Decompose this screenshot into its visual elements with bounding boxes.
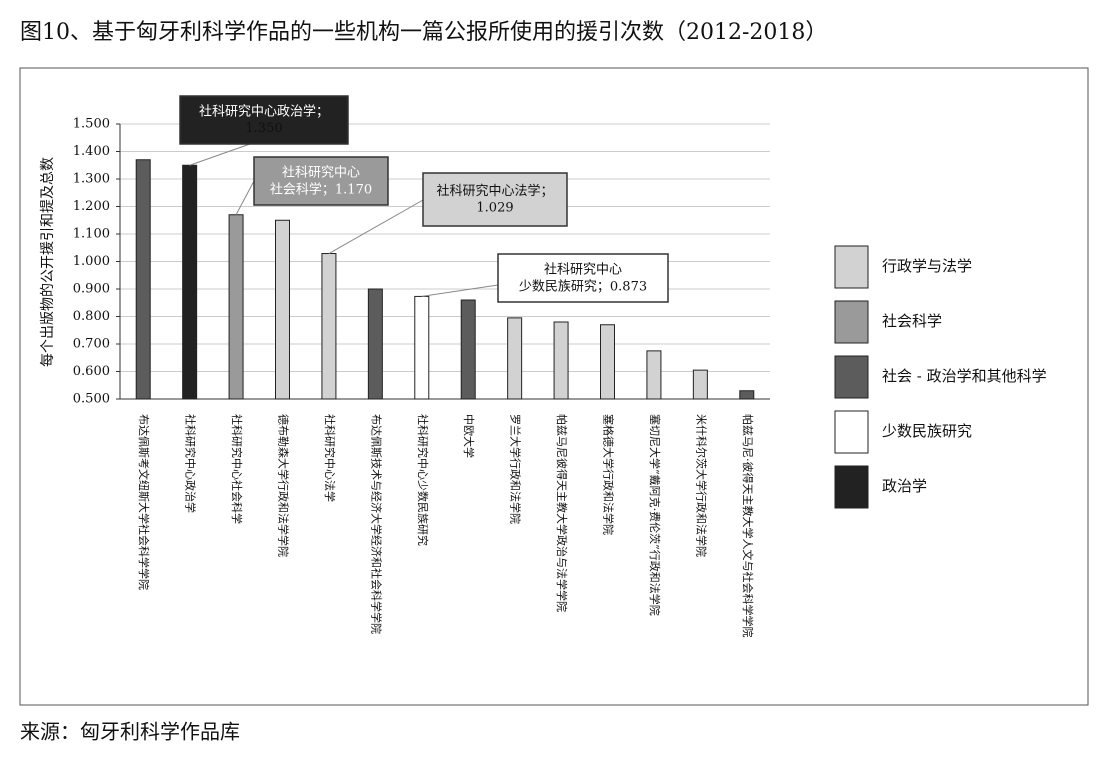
callout-line: 社科研究中心 [282,164,360,180]
callout-text: 社科研究中心政治学； [199,103,329,119]
chart-frame [19,67,1089,706]
callout-box [253,156,389,206]
callout-line: 社科研究中心政治学； [199,103,329,119]
x-tick-label: 帕兹马尼彼得天主教大学政治与法学学院 [555,414,569,612]
y-tick-label: 1.200 [73,199,110,214]
legend-label: 社会 - 政治学和其他科学 [882,367,1047,385]
bar [367,288,383,400]
source-note: 来源：匈牙利科学作品库 [20,720,240,744]
callout-leader [235,180,255,215]
chart-title: 图10、基于匈牙利科学作品的一些机构一篇公报所使用的援引次数（2012-2018… [20,20,827,45]
x-tick-label: 米什科尔茨大学行政和法学院 [694,414,708,557]
x-tick-label: 社科研究中心政治学 [184,414,198,513]
bar [135,159,151,400]
bar [646,350,662,400]
callout-box [497,253,669,303]
bar [460,299,476,400]
legend-swatch [834,245,869,289]
x-tick-label: 社科研究中心社会科学 [230,414,244,524]
legend-label: 少数民族研究 [882,422,972,440]
y-tick-label: 0.900 [73,282,110,297]
y-tick-label: 1.100 [73,227,110,242]
callout-leader [328,199,424,254]
bar [553,321,569,400]
callout-line: 社科研究中心法学； [436,183,553,199]
legend-swatch [834,355,869,399]
y-tick-label: 1.300 [73,172,110,187]
callout-box [422,172,568,227]
callout-leader [189,143,251,166]
value-label: 1.350 [245,121,282,136]
y-axis-label: 每个出版物的公开援引和提及总数 [40,157,56,367]
callout-line: 少数民族研究； [519,278,610,294]
y-tick-label: 0.600 [73,364,110,379]
bar [275,219,290,400]
x-tick-label: 帕兹马尼·彼得天主教大学人文与社会科学学院 [741,414,755,638]
bar [739,390,755,400]
value-label: 1.029 [476,201,513,216]
x-tick-label: 罗兰大学行政和法学院 [509,414,523,524]
callout-text: 社科研究中心 [282,164,360,180]
x-tick-label: 布达佩斯技术与经济大学经济和社会科学学院 [369,414,383,634]
y-tick-label: 1.400 [73,144,110,159]
bar [507,317,523,400]
x-tick-label: 塞格德大学行政和法学院 [602,414,616,535]
callout-text: 社科研究中心 [544,261,622,277]
callout-text: 社会科学；1.170 [270,181,372,197]
x-tick-label: 布达佩斯考文纽斯大学社会科学学院 [137,414,151,590]
callout-leader [421,284,499,297]
bar [414,295,430,400]
x-tick-label: 德布勒森大学行政和法学学院 [277,414,291,557]
x-tick-label: 社科研究中心法学 [323,414,337,502]
legend-swatch [834,300,869,344]
x-tick-label: 社科研究中心少数民族研究 [416,414,430,546]
value-label: 0.873 [610,279,647,294]
value-label: 1.170 [335,182,372,197]
callout-line: 社科研究中心 [544,261,622,277]
callout-box [179,95,349,145]
legend-swatch [834,465,869,509]
legend-label: 行政学与法学 [882,257,972,275]
legend-label: 政治学 [882,477,927,495]
x-tick-label: 中欧大学 [462,414,476,458]
bar [600,324,615,400]
callout-line: 社会科学； [270,181,335,197]
bar [692,369,708,400]
callout-text: 少数民族研究；0.873 [519,278,647,294]
x-tick-label: 塞切尼大学“戴阿克·费伦茨”行政和法学院 [648,414,662,616]
y-tick-label: 0.500 [73,392,110,407]
bar [182,164,198,400]
y-tick-label: 0.700 [73,337,110,352]
y-tick-label: 0.800 [73,309,110,324]
legend-label: 社会科学 [882,312,942,330]
legend-swatch [834,410,869,454]
bar [228,214,244,400]
callout-text: 社科研究中心法学； [436,183,553,199]
y-tick-label: 1.500 [73,117,110,132]
bar [321,253,337,400]
y-tick-label: 1.000 [73,254,110,269]
